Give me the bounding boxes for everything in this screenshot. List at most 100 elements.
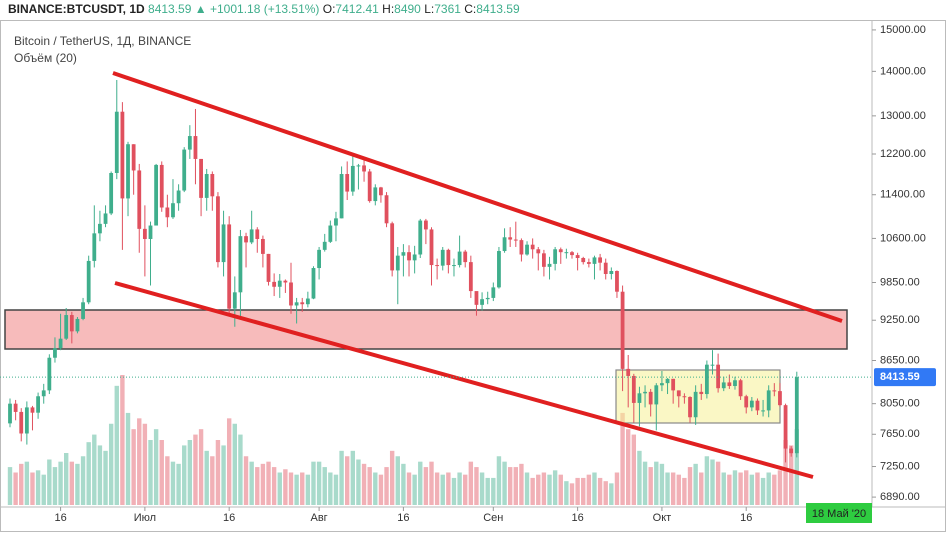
channel-upper — [112, 71, 843, 323]
y-tick-label: 12200.00 — [880, 148, 926, 160]
volume-bar — [670, 472, 676, 505]
candle-body — [345, 174, 350, 192]
candle-body — [81, 302, 85, 319]
candle-body — [379, 187, 383, 196]
candle-body — [182, 149, 187, 191]
volume-bar — [58, 461, 63, 505]
open-value: 7412.41 — [335, 2, 379, 16]
candle-body — [570, 252, 574, 256]
candle-body — [643, 391, 647, 394]
candle-body — [98, 223, 102, 234]
volume-bar — [569, 483, 575, 505]
volume-bar — [704, 456, 710, 505]
candle-body — [317, 249, 321, 269]
candle-body — [665, 378, 670, 384]
candle-body — [508, 237, 513, 240]
x-tick-label: Сен — [483, 512, 503, 524]
volume-bar — [367, 467, 372, 505]
candle-body — [502, 237, 507, 252]
volume-bar — [654, 461, 659, 505]
volume-bar — [468, 461, 474, 505]
candle-body — [58, 338, 63, 349]
candle-body — [525, 244, 529, 255]
candle-body — [637, 393, 642, 403]
candle-body — [789, 448, 794, 454]
candle-body — [536, 249, 541, 254]
last-price-box — [874, 368, 936, 387]
candle-body — [749, 400, 754, 408]
candle-body — [401, 252, 406, 256]
volume-bar — [47, 459, 52, 505]
candle-body — [598, 257, 602, 263]
candle-body — [513, 239, 518, 241]
candle-body — [300, 302, 305, 305]
candle-body — [654, 385, 659, 405]
volume-bar — [727, 474, 732, 505]
volume-bar — [575, 477, 580, 505]
candle-body — [328, 225, 333, 242]
volume-bar — [120, 375, 125, 505]
candle-body — [350, 165, 355, 192]
candle-body — [148, 225, 153, 239]
candle-body — [463, 251, 468, 263]
candle-body — [558, 249, 563, 253]
candle-body — [86, 260, 91, 303]
volume-bar — [620, 412, 625, 505]
volume-bar — [19, 463, 24, 505]
volume-bar — [755, 472, 760, 505]
volume-bar — [215, 440, 221, 505]
volume-bar — [52, 467, 58, 505]
volume-bar — [288, 472, 294, 505]
candle-body — [761, 410, 765, 412]
volume-bar — [108, 423, 114, 505]
volume-bar — [412, 474, 417, 505]
candle-body — [446, 249, 451, 266]
candle-body — [193, 136, 198, 159]
candle-body — [766, 390, 771, 411]
volume-bar — [496, 456, 502, 505]
candle-body — [468, 262, 473, 292]
volume-bar — [271, 467, 277, 505]
candle-body — [171, 203, 175, 218]
candle-body — [19, 411, 24, 434]
candle-body — [755, 400, 760, 411]
candle-body — [30, 407, 35, 413]
candle-body — [120, 111, 125, 199]
candle-body — [744, 396, 749, 408]
x-tick-label: 16 — [54, 512, 66, 524]
volume-bar — [429, 461, 434, 505]
volume-bar — [170, 461, 176, 505]
candle-body — [109, 172, 114, 214]
candle-body — [272, 281, 277, 287]
volume-bar — [238, 434, 243, 505]
candle-body — [553, 249, 558, 264]
candle-body — [772, 390, 777, 392]
volume-bar — [131, 429, 136, 505]
volume-bar — [198, 429, 204, 505]
candle-body — [384, 195, 389, 224]
x-tick-label: Июл — [134, 512, 156, 524]
volume-bar — [339, 450, 344, 505]
candle-body — [69, 315, 74, 332]
header: BINANCE:BTCUSDT, 1D 8413.59 ▲ +1001.18 (… — [8, 2, 520, 16]
volume-bar — [187, 440, 193, 505]
channel-lower — [114, 281, 814, 479]
volume-bar — [232, 423, 237, 505]
candle-body — [390, 223, 395, 271]
candle-body — [210, 174, 215, 197]
candle-body — [704, 364, 709, 395]
candle-body — [13, 403, 18, 412]
candle-body — [289, 282, 293, 306]
candle-body — [440, 249, 445, 266]
symbol: BINANCE:BTCUSDT, 1D — [8, 2, 145, 16]
candle-body — [778, 391, 782, 406]
volume-bar — [204, 450, 209, 505]
volume-bar — [13, 472, 18, 505]
y-tick-label: 8650.00 — [880, 354, 920, 366]
volume-bar — [710, 459, 715, 505]
volume-bar — [277, 472, 282, 505]
volume-bar — [474, 467, 479, 505]
volume-bar — [597, 477, 603, 505]
volume-bar — [760, 477, 766, 505]
x-tick-label: 16 — [571, 512, 583, 524]
